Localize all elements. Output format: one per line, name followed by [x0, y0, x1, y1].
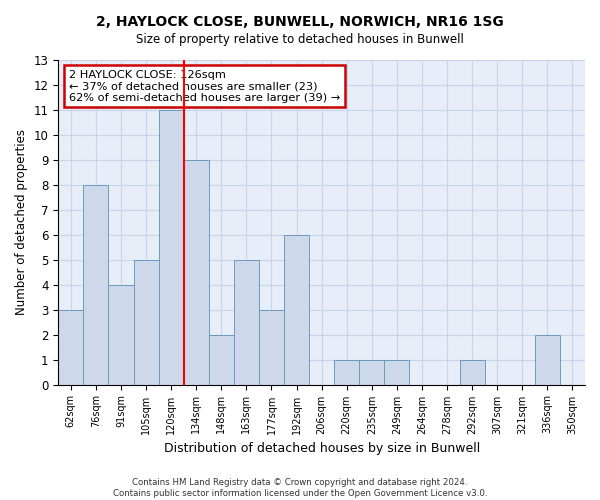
Y-axis label: Number of detached properties: Number of detached properties — [15, 130, 28, 316]
X-axis label: Distribution of detached houses by size in Bunwell: Distribution of detached houses by size … — [164, 442, 480, 455]
Bar — [259, 310, 284, 384]
Bar — [284, 235, 309, 384]
Bar — [334, 360, 359, 384]
Text: 2 HAYLOCK CLOSE: 126sqm
← 37% of detached houses are smaller (23)
62% of semi-de: 2 HAYLOCK CLOSE: 126sqm ← 37% of detache… — [69, 70, 340, 103]
Bar — [460, 360, 485, 384]
Bar — [58, 310, 83, 384]
Bar — [158, 110, 184, 384]
Bar — [83, 185, 109, 384]
Bar — [134, 260, 158, 384]
Bar — [535, 334, 560, 384]
Bar — [184, 160, 209, 384]
Text: 2, HAYLOCK CLOSE, BUNWELL, NORWICH, NR16 1SG: 2, HAYLOCK CLOSE, BUNWELL, NORWICH, NR16… — [96, 15, 504, 29]
Bar — [109, 284, 134, 384]
Text: Size of property relative to detached houses in Bunwell: Size of property relative to detached ho… — [136, 32, 464, 46]
Text: Contains HM Land Registry data © Crown copyright and database right 2024.
Contai: Contains HM Land Registry data © Crown c… — [113, 478, 487, 498]
Bar — [234, 260, 259, 384]
Bar — [385, 360, 409, 384]
Bar — [359, 360, 385, 384]
Bar — [209, 334, 234, 384]
